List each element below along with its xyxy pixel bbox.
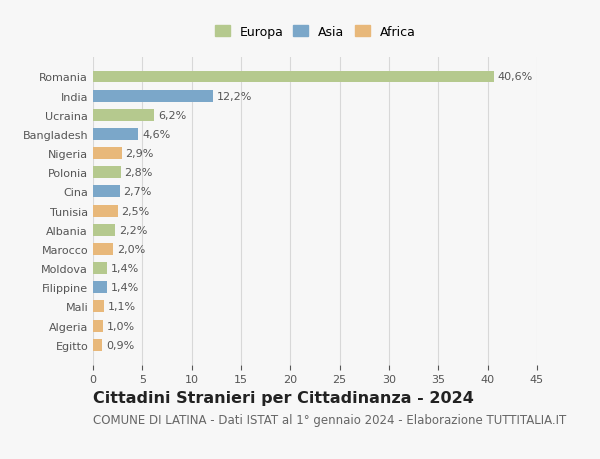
Text: 1,1%: 1,1% [108, 302, 136, 312]
Text: 1,0%: 1,0% [107, 321, 135, 331]
Text: 2,2%: 2,2% [119, 225, 147, 235]
Legend: Europa, Asia, Africa: Europa, Asia, Africa [212, 23, 418, 42]
Text: 1,4%: 1,4% [111, 263, 139, 274]
Bar [93, 148, 122, 160]
Text: 40,6%: 40,6% [497, 73, 533, 82]
Bar [93, 301, 104, 313]
Text: 2,8%: 2,8% [125, 168, 153, 178]
Text: 1,4%: 1,4% [111, 283, 139, 293]
Text: 2,7%: 2,7% [124, 187, 152, 197]
Text: 4,6%: 4,6% [142, 129, 170, 140]
Bar [93, 186, 119, 198]
Text: 2,0%: 2,0% [116, 244, 145, 254]
Bar [93, 205, 118, 217]
Text: 6,2%: 6,2% [158, 111, 187, 121]
Text: Cittadini Stranieri per Cittadinanza - 2024: Cittadini Stranieri per Cittadinanza - 2… [93, 390, 474, 405]
Text: 2,9%: 2,9% [125, 149, 154, 159]
Bar [93, 71, 494, 83]
Bar [93, 243, 113, 255]
Text: 2,5%: 2,5% [122, 206, 150, 216]
Text: 0,9%: 0,9% [106, 340, 134, 350]
Bar [93, 224, 115, 236]
Text: 12,2%: 12,2% [217, 91, 253, 101]
Bar [93, 282, 107, 294]
Text: COMUNE DI LATINA - Dati ISTAT al 1° gennaio 2024 - Elaborazione TUTTITALIA.IT: COMUNE DI LATINA - Dati ISTAT al 1° genn… [93, 413, 566, 426]
Bar [93, 110, 154, 122]
Bar [93, 167, 121, 179]
Bar [93, 263, 107, 274]
Bar [93, 129, 139, 140]
Bar [93, 339, 102, 351]
Bar [93, 320, 103, 332]
Bar [93, 90, 214, 102]
